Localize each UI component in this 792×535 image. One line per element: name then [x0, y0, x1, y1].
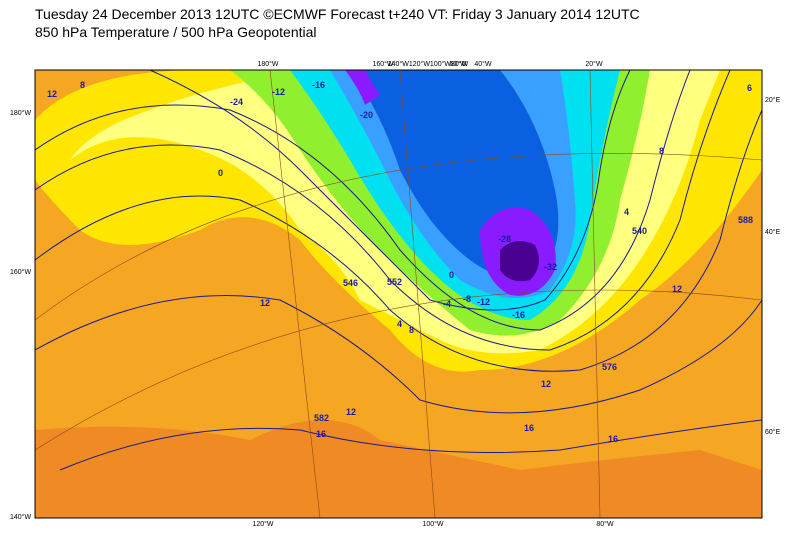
title: Tuesday 24 December 2013 12UTC ©ECMWF Fo… [35, 6, 640, 22]
contour-label: 4 [397, 319, 402, 329]
contour-label: 4 [624, 207, 629, 217]
contour-label: 12 [346, 407, 356, 417]
lat-label: 40°E [765, 228, 781, 236]
lon-label: 80°W [596, 520, 614, 528]
map-frame [34, 69, 763, 519]
contour-label: 16 [316, 429, 326, 439]
contour-label: -12 [477, 297, 490, 307]
contour-label: 8 [409, 325, 414, 335]
contour-label: -4 [443, 299, 451, 309]
contour-label: -28 [498, 234, 511, 244]
contour-label: 540 [632, 226, 647, 236]
contour-label: 12 [260, 298, 270, 308]
lon-label: 140°W120°W100°W80°W [388, 60, 469, 68]
contour-label: 588 [738, 215, 753, 225]
contour-label: -20 [360, 110, 373, 120]
contour-label: -16 [312, 80, 325, 90]
map-field [35, 70, 762, 518]
lon-label: 20°W [585, 60, 603, 68]
contour-label: 16 [608, 434, 618, 444]
lat-label: 60°E [765, 428, 781, 436]
contour-label: 12 [47, 89, 57, 99]
subtitle: 850 hPa Temperature / 500 hPa Geopotenti… [35, 24, 317, 40]
lon-label: 120°W [252, 520, 273, 528]
contour-label: 12 [541, 379, 551, 389]
contour-label: 0 [218, 168, 223, 178]
lon-label: 180°W [257, 60, 278, 68]
lat-label: 20°E [765, 96, 781, 104]
contour-label: 12 [672, 284, 682, 294]
contour-label: 8 [659, 146, 664, 156]
lon-label: 60°W [449, 60, 467, 68]
contour-label: 582 [314, 413, 329, 423]
lon-label: 100°W [422, 520, 443, 528]
contour-label: -32 [544, 262, 557, 272]
contour-label: 8 [80, 80, 85, 90]
lon-label: 40°W [474, 60, 492, 68]
lat-label: 160°W [10, 268, 31, 276]
lat-label: 140°W [10, 513, 31, 521]
contour-label: -12 [272, 87, 285, 97]
lat-label: 180°W [10, 109, 31, 117]
contour-label: -24 [230, 97, 243, 107]
contour-label: 576 [602, 362, 617, 372]
contour-label: 546 [343, 278, 358, 288]
contour-label: 552 [387, 277, 402, 287]
contour-label: -8 [463, 294, 471, 304]
contour-label: -16 [512, 310, 525, 320]
contour-label: 6 [747, 83, 752, 93]
contour-labels: 12 8 0 -24 -12 -16 -20 -28 -32 -16 -12 -… [47, 80, 753, 444]
lon-label: 160°W [372, 60, 393, 68]
contour-label: 0 [449, 270, 454, 280]
contour-label: 16 [524, 423, 534, 433]
